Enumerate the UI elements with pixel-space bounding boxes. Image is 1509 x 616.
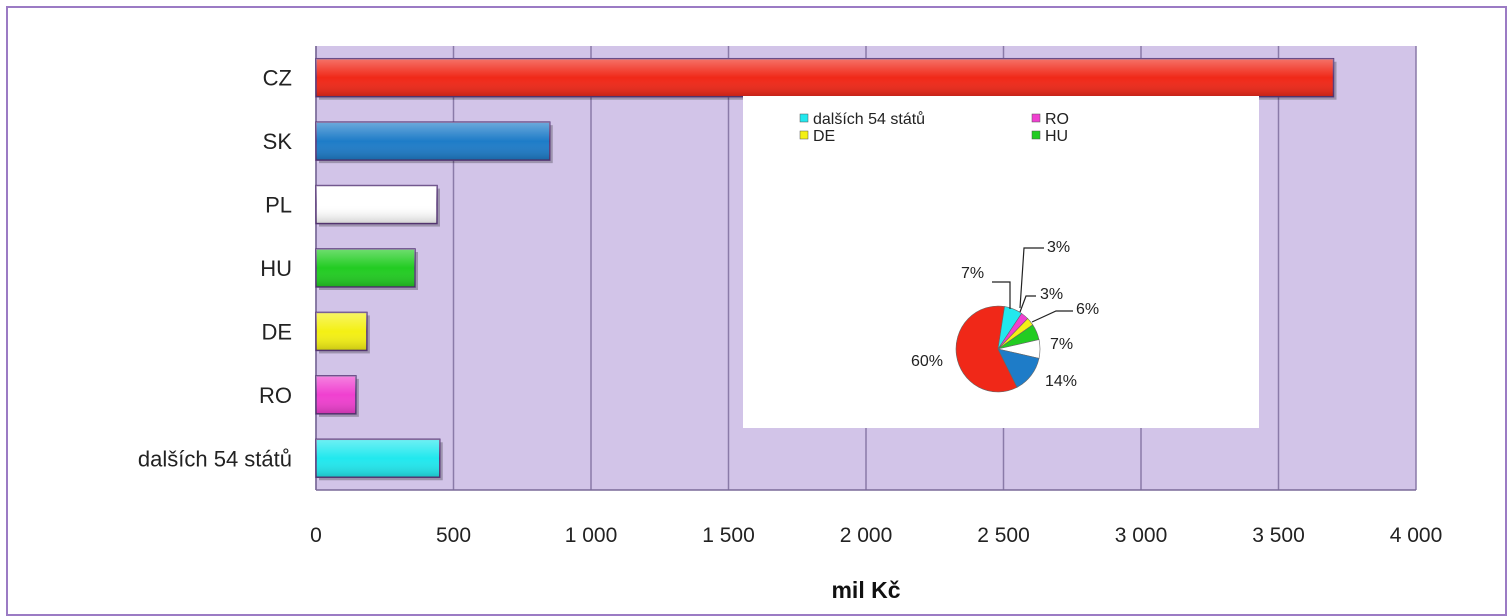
pie-leader-line (1019, 295, 1036, 313)
category-label: PL (265, 193, 292, 218)
x-tick-label: 2 500 (977, 524, 1030, 547)
pie-label: 7% (1050, 336, 1073, 353)
bar-5 (315, 375, 359, 417)
pie-slice-0 (955, 305, 1018, 393)
pie-legend-item: dalších 54 států (799, 110, 925, 128)
pie-chart: dalších 54 států RO DE HU 60% 7% 3% 3% 6% 7% 14% (743, 96, 1259, 428)
bar-0 (315, 57, 1337, 100)
category-label: SK (263, 129, 293, 154)
svg-text:RO: RO (1045, 111, 1069, 128)
category-label: DE (261, 319, 292, 344)
x-tick-label: 0 (310, 524, 322, 547)
bar-chart: CZ SK PL HU DE RO dalších 54 států 0 500 1 000 1 … (138, 46, 1442, 603)
category-labels: CZ SK PL HU DE RO dalších 54 států (138, 66, 292, 472)
pie-leader-line (1019, 247, 1044, 309)
category-label: dalších 54 států (138, 446, 292, 471)
x-tick-label: 4 000 (1390, 524, 1443, 547)
svg-text:HU: HU (1045, 128, 1068, 145)
x-tick-labels: 0 500 1 000 1 500 2 000 2 500 3 000 3 500 4 000 (310, 524, 1442, 547)
x-axis-label: mil Kč (831, 577, 900, 603)
bar-3 (315, 248, 418, 290)
pie-legend-item: RO (1031, 111, 1069, 128)
bar-4 (315, 311, 370, 354)
bar-6 (315, 438, 443, 481)
category-label: RO (259, 383, 292, 408)
bar-2 (315, 184, 440, 227)
pie-leader-line (992, 281, 1011, 309)
pie-label: 3% (1047, 239, 1070, 256)
pie-legend: dalších 54 států RO DE HU (799, 110, 1069, 145)
category-label: CZ (263, 66, 292, 91)
x-tick-label: 1 500 (702, 524, 755, 547)
pie-label: 14% (1045, 373, 1077, 390)
x-tick-label: 500 (436, 524, 471, 547)
pie-label: 7% (961, 265, 984, 282)
x-tick-label: 3 000 (1115, 524, 1168, 547)
pie-label: 3% (1040, 286, 1063, 303)
x-tick-label: 3 500 (1252, 524, 1305, 547)
bars (315, 57, 1337, 481)
x-tick-label: 1 000 (565, 524, 618, 547)
pie-leader-line (1031, 310, 1073, 323)
x-tick-label: 2 000 (840, 524, 893, 547)
pie-slice-6 (997, 348, 1040, 388)
svg-text:dalších 54 států: dalších 54 států (813, 110, 925, 128)
bar-1 (315, 121, 553, 164)
pie-slices (955, 305, 1041, 393)
pie-label: 6% (1076, 301, 1099, 318)
pie-label: 60% (911, 353, 943, 370)
pie-labels: 60% 7% 3% 3% 6% 7% 14% (911, 239, 1099, 390)
pie-legend-item: DE (799, 128, 835, 145)
pie-legend-item: HU (1031, 128, 1068, 145)
svg-text:DE: DE (813, 128, 835, 145)
category-label: HU (260, 256, 292, 281)
